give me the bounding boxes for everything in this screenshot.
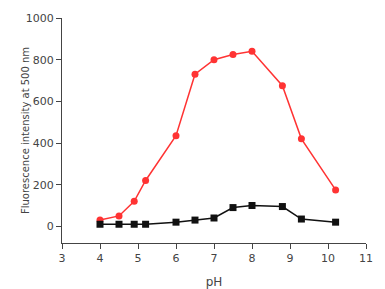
svg-text:9: 9 [287,252,294,265]
svg-text:1000: 1000 [26,12,54,25]
svg-text:3: 3 [59,252,66,265]
svg-text:0: 0 [47,220,54,233]
svg-text:11: 11 [359,252,373,265]
svg-text:200: 200 [33,179,54,192]
svg-text:800: 800 [33,54,54,67]
svg-text:6: 6 [173,252,180,265]
svg-text:8: 8 [249,252,256,265]
svg-text:5: 5 [135,252,142,265]
svg-text:Fluorescence intensity at 500: Fluorescence intensity at 500 nm [20,47,31,214]
svg-text:pH: pH [206,275,223,289]
svg-text:10: 10 [321,252,335,265]
svg-text:7: 7 [211,252,218,265]
svg-text:400: 400 [33,137,54,150]
svg-text:600: 600 [33,95,54,108]
svg-text:4: 4 [97,252,104,265]
